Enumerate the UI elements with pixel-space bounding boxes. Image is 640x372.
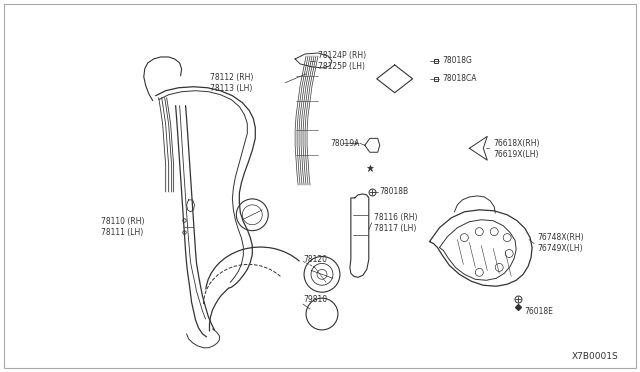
Text: 78018B: 78018B (380, 187, 409, 196)
Text: 76749X(LH): 76749X(LH) (537, 244, 582, 253)
Text: 78111 (LH): 78111 (LH) (101, 228, 143, 237)
Text: 78019A: 78019A (330, 139, 359, 148)
Text: 76618X(RH): 76618X(RH) (493, 139, 540, 148)
Text: 78113 (LH): 78113 (LH) (211, 84, 253, 93)
Text: 78120: 78120 (303, 255, 327, 264)
Text: 78018G: 78018G (442, 57, 472, 65)
Text: X7B0001S: X7B0001S (572, 352, 619, 361)
Text: 78110 (RH): 78110 (RH) (101, 217, 145, 226)
Text: 76619X(LH): 76619X(LH) (493, 150, 539, 159)
Text: 78112 (RH): 78112 (RH) (211, 73, 254, 82)
Text: 78116 (RH): 78116 (RH) (374, 213, 417, 222)
Text: 76018E: 76018E (524, 307, 553, 315)
Text: 79810: 79810 (303, 295, 327, 304)
Text: 78018CA: 78018CA (442, 74, 477, 83)
Text: 76748X(RH): 76748X(RH) (537, 233, 584, 242)
Text: 78124P (RH): 78124P (RH) (318, 51, 366, 61)
Text: 78117 (LH): 78117 (LH) (374, 224, 416, 233)
Text: 78125P (LH): 78125P (LH) (318, 62, 365, 71)
